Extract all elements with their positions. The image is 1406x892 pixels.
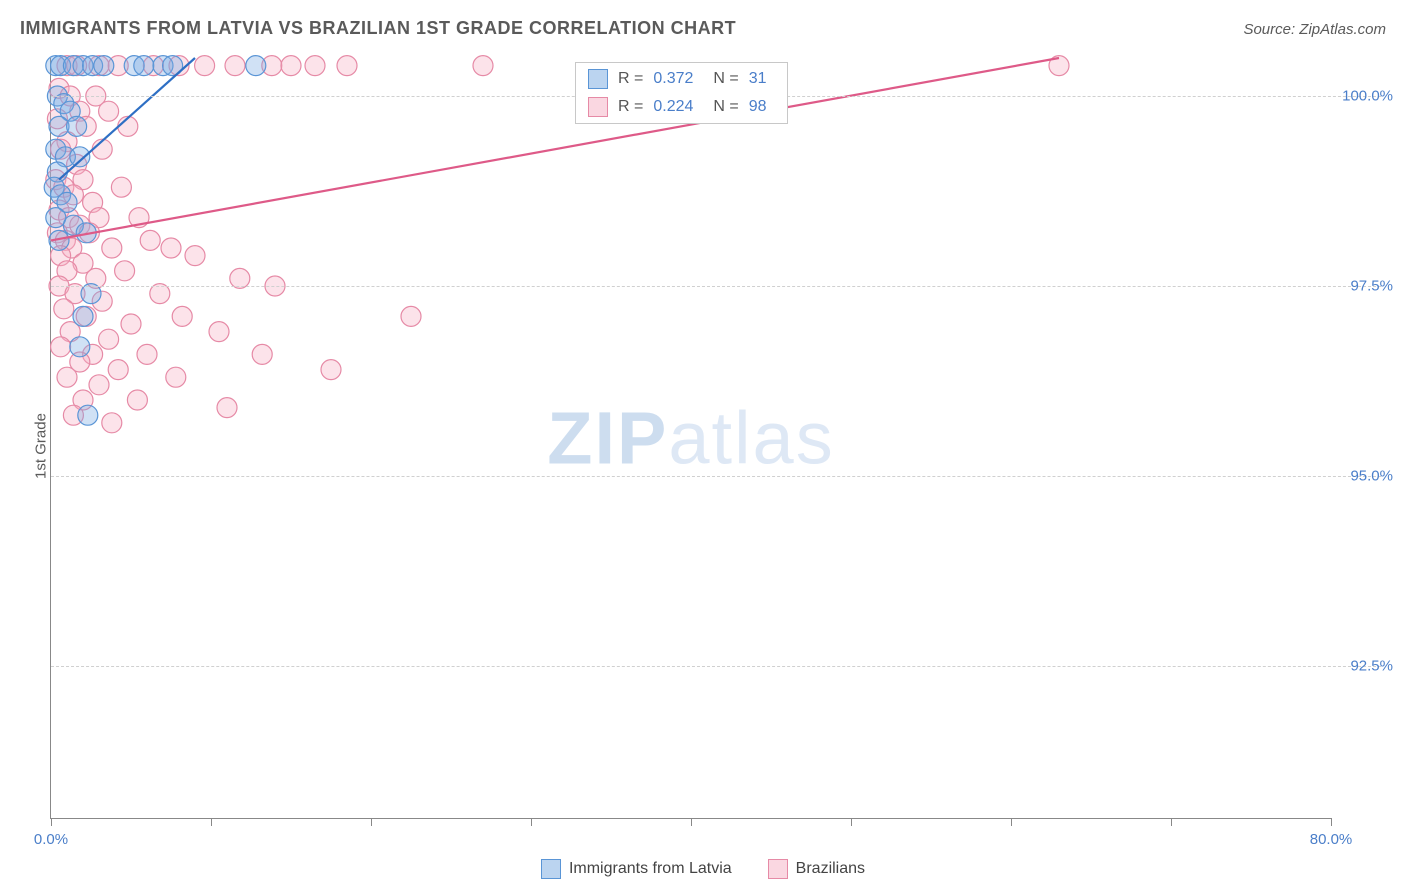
data-point [161,238,181,258]
n-label: N = [713,98,738,116]
plot-area: ZIPatlas 92.5%95.0%97.5%100.0%0.0%80.0% [50,58,1331,819]
data-point [111,177,131,197]
data-point [137,344,157,364]
x-tick [371,818,372,826]
source-label: Source: ZipAtlas.com [1243,21,1386,38]
data-point [57,367,77,387]
data-point [99,329,119,349]
data-point [49,116,69,136]
legend-item: Immigrants from Latvia [541,859,732,879]
data-point [70,147,90,167]
data-point [102,413,122,433]
data-point [99,101,119,121]
data-point [337,56,357,76]
data-point [89,375,109,395]
n-value: 98 [749,98,775,116]
r-value: 0.224 [653,98,703,116]
y-tick-label: 100.0% [1338,88,1393,105]
legend-stats-row: R = 0.224 N = 98 [576,93,787,121]
y-tick-label: 97.5% [1338,278,1393,295]
r-label: R = [618,98,643,116]
legend-series: Immigrants from Latvia Brazilians [0,859,1406,884]
legend-stats-row: R = 0.372 N = 31 [576,65,787,93]
data-point [108,360,128,380]
x-tick [851,818,852,826]
x-tick [691,818,692,826]
data-point [305,56,325,76]
data-point [134,56,154,76]
r-value: 0.372 [653,70,703,88]
x-tick [51,818,52,826]
data-point [225,56,245,76]
legend-swatch [541,859,561,879]
legend-swatch [768,859,788,879]
x-tick [1011,818,1012,826]
data-point [281,56,301,76]
data-point [54,299,74,319]
y-axis-label: 1st Grade [32,413,49,479]
data-point [140,230,160,250]
data-point [195,56,215,76]
data-point [252,344,272,364]
data-point [127,390,147,410]
y-tick-label: 92.5% [1338,658,1393,675]
x-tick [1171,818,1172,826]
data-point [246,56,266,76]
data-point [321,360,341,380]
trend-line [51,58,1059,240]
plot-svg [51,58,1331,818]
n-value: 31 [749,70,775,88]
data-point [121,314,141,334]
data-point [51,337,71,357]
data-point [70,337,90,357]
r-label: R = [618,70,643,88]
x-tick [211,818,212,826]
x-tick-label: 0.0% [34,831,68,848]
data-point [473,56,493,76]
gridline [51,476,1381,477]
data-point [185,246,205,266]
chart-title: IMMIGRANTS FROM LATVIA VS BRAZILIAN 1ST … [20,18,736,39]
gridline [51,666,1381,667]
data-point [172,306,192,326]
data-point [94,56,114,76]
x-tick [531,818,532,826]
data-point [217,398,237,418]
x-tick-label: 80.0% [1310,831,1353,848]
data-point [166,367,186,387]
x-tick [1331,818,1332,826]
legend-swatch [588,69,608,89]
legend-item: Brazilians [768,859,865,879]
data-point [102,238,122,258]
legend-stats: R = 0.372 N = 31 R = 0.224 N = 98 [575,62,788,124]
n-label: N = [713,70,738,88]
legend-label: Immigrants from Latvia [569,860,732,878]
data-point [401,306,421,326]
data-point [67,116,87,136]
data-point [73,306,93,326]
data-point [46,208,66,228]
y-tick-label: 95.0% [1338,468,1393,485]
legend-swatch [588,97,608,117]
gridline [51,286,1381,287]
legend-label: Brazilians [796,860,865,878]
data-point [115,261,135,281]
data-point [209,322,229,342]
data-point [78,405,98,425]
